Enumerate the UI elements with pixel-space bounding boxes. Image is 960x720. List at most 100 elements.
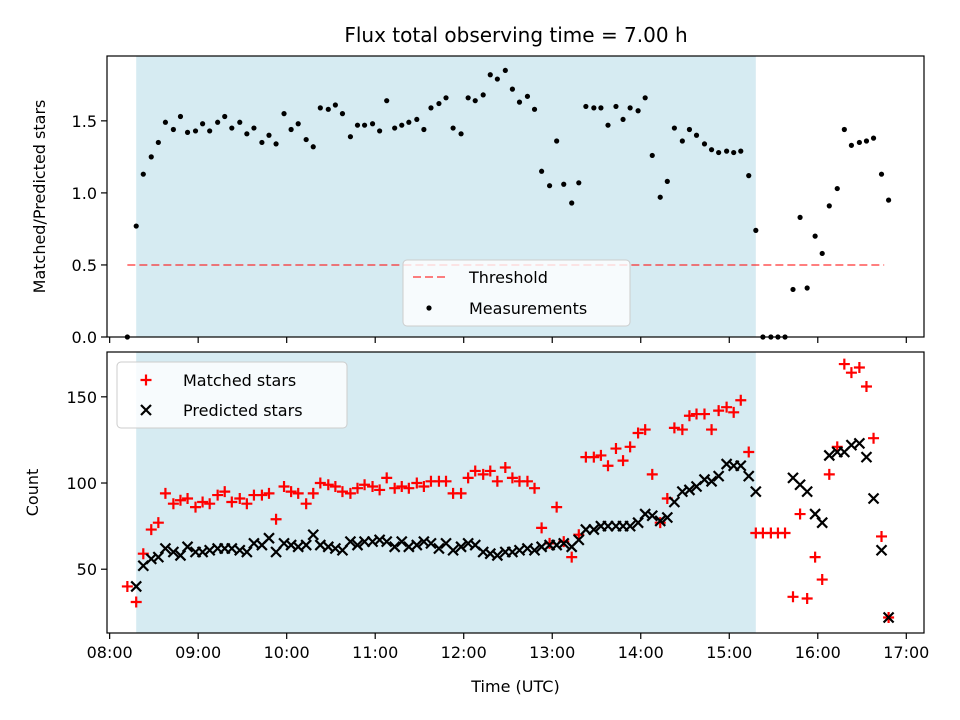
measurement-point (509, 86, 516, 92)
measurement-point (686, 126, 693, 133)
measurement-point (531, 106, 538, 112)
measurement-point (295, 121, 301, 127)
measurement-point (392, 125, 398, 131)
predicted-point (801, 485, 813, 498)
y-tick-label: 0.0 (72, 328, 97, 347)
measurement-point (856, 139, 862, 146)
predicted-point (661, 511, 674, 524)
predicted-point (882, 611, 895, 624)
measurement-point (222, 113, 228, 120)
legend-measurements-label: Measurements (469, 299, 587, 318)
measurement-point (199, 121, 206, 127)
measurement-point (215, 119, 221, 125)
legend-measurements-swatch (426, 305, 432, 311)
measurement-point (361, 122, 368, 128)
matched-point (190, 501, 202, 513)
measurement-point (716, 149, 722, 156)
measurement-point (576, 180, 582, 186)
predicted-point (573, 534, 585, 546)
matched-point (359, 479, 371, 491)
measurement-point (140, 171, 146, 177)
matched-point (440, 475, 452, 487)
matched-point (278, 480, 290, 492)
matched-point (735, 394, 747, 406)
y-axis-label: Count (23, 469, 42, 517)
measurement-point (731, 149, 737, 156)
predicted-point (351, 539, 364, 551)
y-tick-label: 1.5 (72, 112, 97, 131)
matched-point (174, 494, 186, 506)
x-axis-label: Time (UTC) (470, 677, 559, 696)
matched-point (668, 422, 680, 434)
predicted-point (705, 475, 718, 488)
measurement-point (664, 178, 670, 184)
measurement-point (724, 148, 730, 154)
matched-point (197, 496, 209, 508)
measurement-point (657, 194, 663, 200)
matched-point (499, 462, 511, 474)
predicted-point (557, 537, 570, 550)
y-tick-label: 0.5 (72, 256, 97, 275)
x-tick-label: 16:00 (795, 643, 841, 662)
measurement-point (554, 138, 560, 144)
matched-point (860, 380, 872, 392)
matched-point (336, 486, 348, 498)
measurement-point (494, 76, 500, 82)
matched-point (374, 484, 386, 496)
measurement-point (458, 131, 464, 137)
predicted-point (742, 470, 755, 482)
matched-point (484, 465, 496, 477)
predicted-point (853, 437, 866, 450)
measurement-point (317, 105, 323, 111)
matched-point (595, 449, 607, 461)
matched-point (602, 460, 614, 472)
predicted-point (447, 544, 459, 557)
series-measurements (124, 67, 892, 340)
y-tick-label: 1.0 (72, 184, 97, 203)
measurement-point (406, 119, 412, 125)
measurement-point (384, 98, 390, 104)
legend-predicted-swatch (140, 404, 152, 416)
measurement-point (635, 108, 641, 114)
y-axis-label: Matched/Predicted stars (30, 100, 49, 294)
measurement-point (826, 203, 832, 209)
matched-point (683, 410, 695, 422)
matched-point (721, 401, 733, 413)
measurement-point (155, 139, 161, 146)
matched-point (610, 443, 622, 455)
predicted-point (300, 539, 312, 551)
matched-point (396, 480, 408, 492)
measurement-point (399, 122, 405, 128)
measurement-point (325, 106, 331, 112)
measurement-point (244, 131, 250, 137)
predicted-point (344, 535, 357, 548)
matched-point (351, 482, 363, 494)
matched-point (536, 522, 548, 534)
matched-point (588, 451, 600, 463)
measurement-point (848, 142, 855, 148)
measurement-point (539, 168, 545, 174)
predicted-point (734, 460, 747, 472)
measurement-point (738, 148, 744, 154)
matched-point (455, 487, 467, 499)
measurement-point (273, 141, 279, 147)
measurement-point (207, 128, 213, 134)
predicted-point (654, 515, 667, 527)
predicted-point (491, 549, 504, 562)
predicted-point (875, 544, 888, 557)
measurement-point (627, 105, 633, 111)
matched-point (639, 424, 651, 436)
measurement-point (414, 116, 420, 123)
matched-point (713, 405, 725, 417)
measurement-point (281, 111, 287, 117)
matched-point (868, 432, 880, 444)
matched-point (462, 472, 474, 484)
measurement-point (310, 144, 316, 150)
measurement-point (701, 141, 708, 147)
legend-matched-swatch (140, 374, 152, 386)
matched-point (816, 574, 828, 586)
matched-point (566, 551, 578, 563)
matched-point (801, 593, 813, 605)
predicted-point (624, 520, 636, 532)
matched-point (809, 551, 821, 563)
